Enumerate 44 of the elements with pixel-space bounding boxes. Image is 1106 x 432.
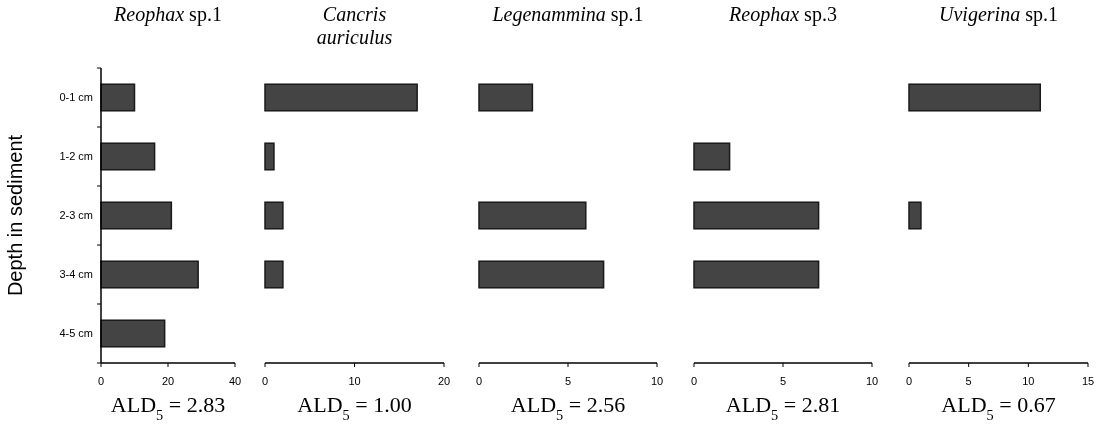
x-tick-label: 10 xyxy=(865,375,879,387)
bar xyxy=(478,201,587,230)
bar xyxy=(478,83,534,112)
bar xyxy=(100,201,173,230)
chart-title: Uvigerina sp.1 xyxy=(939,3,1058,26)
x-tick-label: 10 xyxy=(650,375,664,387)
bar xyxy=(100,142,156,171)
bar xyxy=(100,319,166,348)
x-tick-label: 0 xyxy=(261,375,269,387)
x-tick-label: 20 xyxy=(437,375,451,387)
chart-title: Legenammina sp.1 xyxy=(491,3,644,26)
bar xyxy=(264,201,284,230)
y-tick-label: 1-2 cm xyxy=(59,150,93,163)
text: ALD$_{5}$ = 2.83 xyxy=(110,392,226,423)
bar xyxy=(100,83,136,112)
bar xyxy=(100,260,199,289)
chart-title: Reophax sp.3 xyxy=(728,3,837,26)
y-tick-label: 3-4 cm xyxy=(59,268,93,281)
chart-title: Cancris auriculus xyxy=(316,3,393,48)
bar xyxy=(264,83,418,112)
x-tick-label: 0 xyxy=(905,375,913,387)
text: ALD$_{5}$ = 2.81 xyxy=(725,392,841,423)
y-tick-label: 4-5 cm xyxy=(59,327,93,340)
y-tick-label: 0-1 cm xyxy=(59,91,93,104)
x-tick-label: 5 xyxy=(779,375,787,387)
text: ALD$_{5}$ = 0.67 xyxy=(941,392,1056,423)
bar xyxy=(264,260,284,289)
y-axis-title: Depth in sediment xyxy=(4,134,26,297)
x-tick-label: 10 xyxy=(1022,375,1035,387)
x-tick-label: 0 xyxy=(475,375,483,387)
x-tick-label: 0 xyxy=(97,375,105,387)
x-tick-label: 10 xyxy=(348,375,361,387)
text: ALD$_{5}$ = 1.00 xyxy=(297,392,412,423)
x-tick-label: 20 xyxy=(161,375,175,387)
bar xyxy=(264,142,275,171)
x-tick-label: 5 xyxy=(965,375,972,387)
bar xyxy=(478,260,605,289)
y-tick-label: 2-3 cm xyxy=(59,209,93,222)
x-tick-label: 0 xyxy=(690,375,698,387)
chart-title: Reophax sp.1 xyxy=(113,3,222,26)
x-tick-label: 40 xyxy=(228,375,242,387)
x-tick-label: 15 xyxy=(1081,375,1095,387)
text: ALD$_{5}$ = 2.56 xyxy=(510,392,626,423)
x-tick-label: 5 xyxy=(564,375,572,387)
